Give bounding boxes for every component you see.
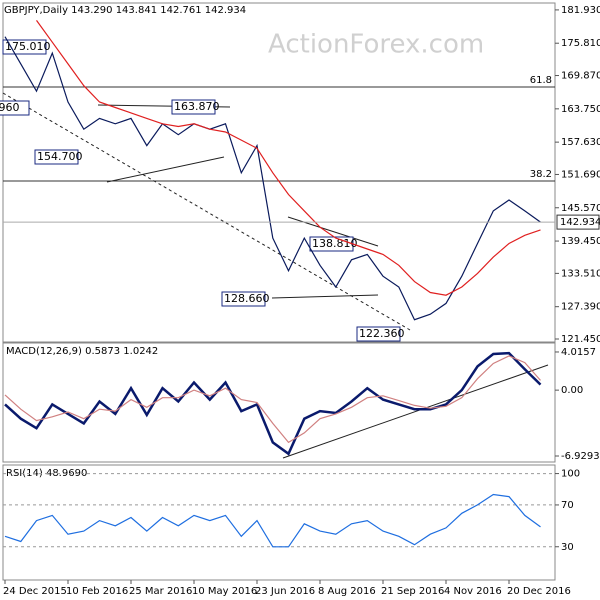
y-tick-label: 30 — [561, 542, 574, 553]
trend-line — [2, 92, 411, 331]
label-box — [356, 326, 401, 342]
x-tick-label: 8 Aug 2016 — [318, 586, 376, 597]
label-box — [221, 291, 266, 307]
x-tick-label: 23 Jun 2016 — [255, 586, 315, 597]
price-label: 175.010 — [5, 40, 51, 53]
y-tick-label: 0.00 — [561, 385, 583, 396]
fib-label: 38.2 — [530, 169, 552, 180]
price-label: 122.360 — [359, 327, 405, 340]
price-label: 154.700 — [37, 150, 83, 163]
label-box — [171, 99, 216, 115]
y-tick-label: 157.630 — [561, 137, 600, 148]
fib-label: 61.8 — [530, 75, 552, 86]
header: GBPJPY,Daily 143.290 143.841 142.761 142… — [4, 5, 246, 16]
x-tick-label: 10 May 2016 — [192, 586, 257, 597]
macd-panel — [2, 342, 556, 463]
price-label: 163.870 — [174, 100, 220, 113]
series-line — [4, 351, 542, 456]
y-tick-label: 151.690 — [561, 169, 600, 180]
watermark: ActionForex.com — [268, 30, 484, 60]
y-tick-label: 175.810 — [561, 38, 600, 49]
y-tick-label: 127.390 — [561, 302, 600, 313]
y-tick-label: 139.450 — [561, 236, 600, 247]
price-label: 138.810 — [312, 237, 358, 250]
trend-line — [106, 156, 225, 183]
y-tick-label: 100 — [561, 469, 580, 480]
x-tick-label: 4 Nov 2016 — [444, 586, 502, 597]
label-box — [34, 149, 79, 165]
label-box — [2, 39, 47, 55]
price-panel — [2, 2, 556, 343]
x-tick-label: 25 Mar 2016 — [129, 586, 192, 597]
panel-title: MACD(12,26,9) 0.5873 1.0242 — [6, 346, 158, 357]
y-tick-label: 121.450 — [561, 334, 600, 345]
label-box — [0, 100, 30, 116]
y-tick-label: 181.930 — [561, 5, 600, 16]
y-tick-label: 133.510 — [561, 268, 600, 279]
x-tick-label: 20 Dec 2016 — [507, 586, 571, 597]
x-tick-label: 21 Sep 2016 — [381, 586, 444, 597]
series-line — [4, 493, 541, 548]
trend-line — [282, 364, 549, 459]
y-tick-label: 169.870 — [561, 71, 600, 82]
price-label: 3.960 — [0, 101, 20, 114]
last-price: 142.934 — [560, 217, 600, 228]
series-line — [36, 20, 541, 296]
y-tick-label: 70 — [561, 500, 574, 511]
last-price-box — [556, 214, 600, 230]
series-line — [4, 355, 541, 444]
price-label: 128.660 — [224, 292, 270, 305]
y-tick-label: 145.570 — [561, 203, 600, 214]
trend-line — [271, 294, 379, 299]
rsi-panel — [2, 464, 556, 581]
y-tick-label: -6.9293 — [561, 451, 600, 462]
x-tick-label: 10 Feb 2016 — [66, 586, 128, 597]
y-tick-label: 163.750 — [561, 104, 600, 115]
y-tick-label: 4.0157 — [561, 347, 596, 358]
x-tick-label: 24 Dec 2015 — [3, 586, 67, 597]
series-line — [4, 36, 541, 321]
